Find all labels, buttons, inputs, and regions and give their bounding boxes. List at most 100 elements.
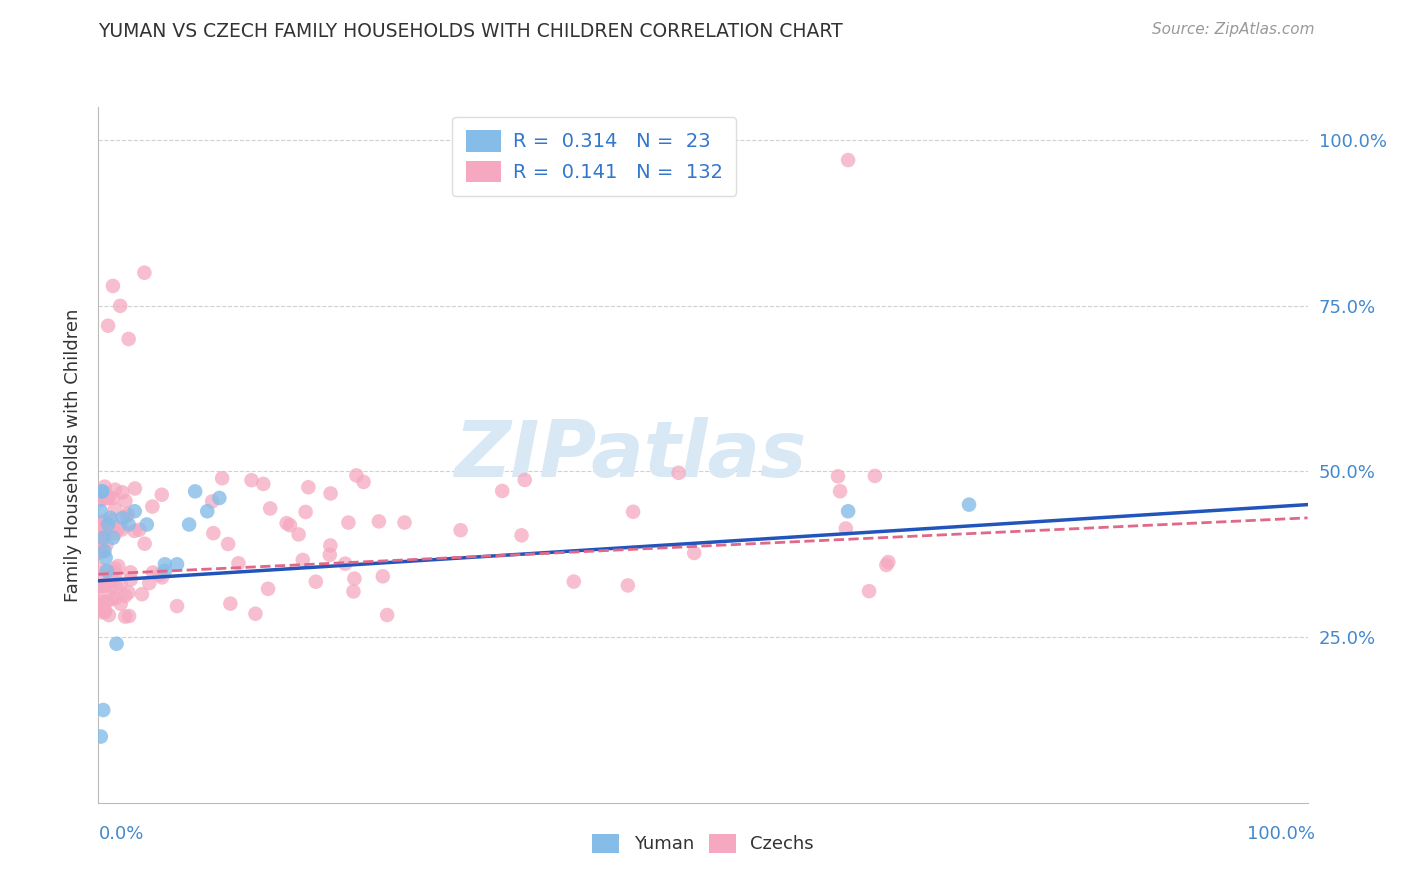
Point [150, 488, 173, 502]
Point [114, 609, 136, 624]
Point [450, 523, 472, 537]
Point [245, 607, 267, 621]
Point [91, 484, 114, 499]
Point [837, 153, 859, 167]
Point [875, 558, 897, 572]
Point [337, 516, 360, 530]
Point [94, 550, 117, 565]
Point [107, 559, 129, 574]
Point [111, 485, 134, 500]
Point [91, 543, 114, 558]
Point [114, 589, 136, 603]
Point [118, 609, 141, 624]
Point [100, 592, 122, 607]
Point [124, 524, 146, 538]
Legend: R =  0.314   N =  23, R =  0.141   N =  132: R = 0.314 N = 23, R = 0.141 N = 132 [453, 117, 737, 196]
Point [93, 544, 115, 558]
Point [142, 566, 165, 580]
Point [305, 574, 328, 589]
Point [240, 473, 263, 487]
Legend: Yuman, Czechs: Yuman, Czechs [585, 827, 821, 861]
Point [90, 504, 112, 518]
Point [90, 517, 112, 532]
Point [91, 703, 114, 717]
Point [89, 599, 111, 613]
Point [101, 279, 124, 293]
Point [94, 516, 117, 530]
Point [228, 557, 250, 571]
Text: Source: ZipAtlas.com: Source: ZipAtlas.com [1152, 22, 1315, 37]
Point [89, 532, 111, 546]
Point [98, 521, 121, 535]
Point [335, 557, 357, 571]
Point [617, 578, 640, 592]
Point [294, 505, 316, 519]
Point [91, 578, 114, 592]
Point [562, 574, 585, 589]
Point [837, 504, 859, 518]
Point [353, 475, 375, 489]
Point [90, 545, 112, 559]
Point [375, 607, 398, 622]
Point [120, 566, 142, 580]
Point [93, 526, 115, 541]
Point [153, 564, 176, 578]
Point [148, 567, 170, 582]
Point [97, 608, 120, 623]
Point [117, 507, 139, 521]
Point [217, 537, 239, 551]
Point [100, 511, 122, 525]
Point [177, 517, 201, 532]
Point [135, 517, 157, 532]
Point [371, 569, 394, 583]
Point [683, 546, 706, 560]
Point [104, 502, 127, 516]
Point [94, 486, 117, 500]
Point [297, 480, 319, 494]
Point [96, 537, 118, 551]
Point [957, 498, 980, 512]
Point [394, 516, 416, 530]
Point [89, 598, 111, 612]
Point [89, 540, 111, 554]
Text: 0.0%: 0.0% [98, 825, 143, 843]
Point [96, 564, 118, 578]
Point [97, 490, 120, 504]
Point [93, 480, 115, 494]
Point [513, 473, 536, 487]
Point [219, 597, 242, 611]
Point [96, 491, 118, 505]
Point [117, 585, 139, 599]
Point [111, 511, 134, 525]
Point [94, 605, 117, 619]
Point [91, 595, 114, 609]
Point [134, 266, 156, 280]
Y-axis label: Family Households with Children: Family Households with Children [63, 309, 82, 601]
Point [128, 523, 150, 537]
Point [344, 468, 367, 483]
Point [208, 491, 231, 505]
Point [195, 504, 218, 518]
Point [104, 567, 127, 582]
Point [111, 522, 134, 536]
Point [108, 299, 131, 313]
Point [858, 584, 880, 599]
Point [89, 579, 111, 593]
Point [94, 567, 117, 582]
Point [91, 579, 114, 593]
Point [100, 514, 122, 528]
Point [101, 574, 124, 588]
Point [89, 524, 111, 539]
Point [367, 515, 389, 529]
Point [101, 491, 124, 506]
Point [91, 529, 114, 543]
Point [342, 584, 364, 599]
Point [141, 500, 163, 514]
Point [319, 539, 342, 553]
Point [138, 576, 160, 591]
Point [252, 476, 274, 491]
Point [93, 514, 115, 528]
Point [150, 570, 173, 584]
Point [90, 730, 112, 744]
Point [89, 530, 111, 544]
